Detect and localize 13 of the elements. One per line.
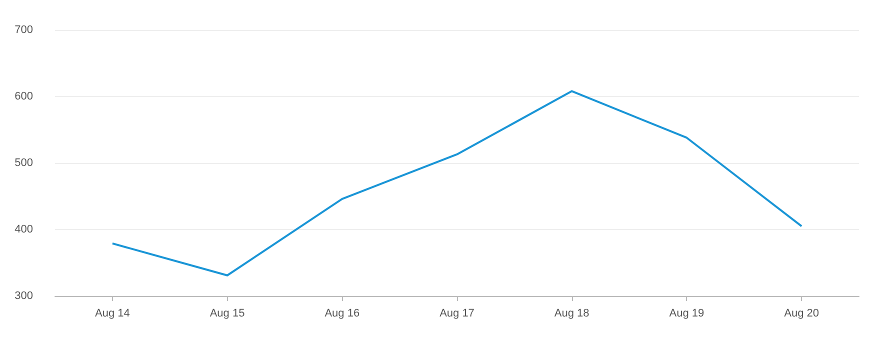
x-tick-label: Aug 16 — [324, 308, 360, 320]
x-tick-label: Aug 17 — [440, 308, 474, 320]
x-tick-label: Aug 19 — [669, 308, 704, 320]
x-tick-label: Aug 14 — [94, 308, 130, 320]
y-tick-label: 300 — [14, 290, 33, 302]
y-tick-label: 400 — [14, 224, 33, 236]
x-tick-label: Aug 18 — [554, 308, 590, 320]
y-tick-label: 500 — [14, 157, 33, 169]
line-series — [111, 90, 803, 276]
y-tick-label: 700 — [14, 24, 33, 36]
x-tick-label: Aug 15 — [210, 308, 245, 320]
x-tick-label: Aug 20 — [784, 308, 820, 320]
y-tick-label: 600 — [14, 90, 33, 102]
